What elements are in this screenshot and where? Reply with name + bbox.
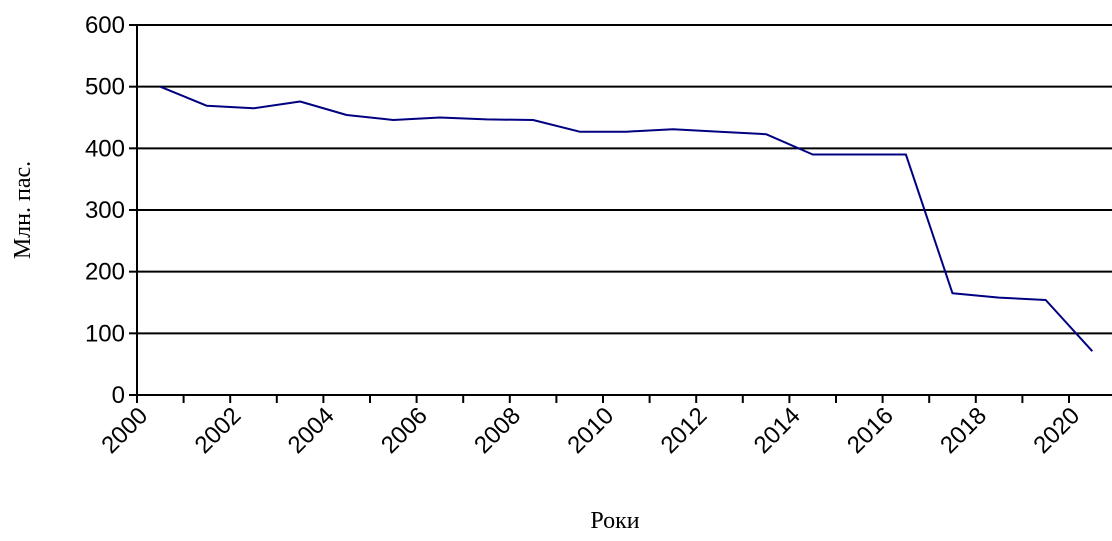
series-line (159, 85, 1094, 352)
y-tick-label: 400 (85, 135, 125, 162)
x-tick-label: 2002 (190, 402, 247, 459)
x-tick-label: 2004 (283, 402, 340, 459)
x-axis-title: Роки (590, 508, 639, 534)
y-tick-label: 200 (85, 259, 125, 286)
y-tick-label: 600 (85, 12, 125, 39)
y-tick-labels: 0 100 200 300 400 500 600 (85, 12, 125, 409)
x-tick-label: 2000 (96, 402, 153, 459)
x-tick-labels: 2000 2002 2004 2006 2008 2010 2012 2014 2016 2018… (96, 402, 1085, 459)
y-tick-label: 100 (85, 320, 125, 347)
y-tick-label: 0 (112, 382, 125, 409)
x-tick-label: 2012 (656, 402, 713, 459)
x-tick-label: 2006 (376, 402, 433, 459)
series-layer (159, 85, 1094, 352)
y-axis-title: Млн. пас. (10, 161, 36, 259)
y-tick-label: 300 (85, 197, 125, 224)
y-tick-label: 500 (85, 74, 125, 101)
x-tick-label: 2018 (935, 402, 992, 459)
x-tick-label: 2016 (842, 402, 899, 459)
x-tick-label: 2010 (562, 402, 619, 459)
grid-lines (137, 24, 1112, 335)
axes (129, 24, 1112, 403)
x-tick-label: 2020 (1028, 402, 1085, 459)
x-tick-label: 2014 (749, 402, 806, 459)
x-tick-label: 2008 (469, 402, 526, 459)
